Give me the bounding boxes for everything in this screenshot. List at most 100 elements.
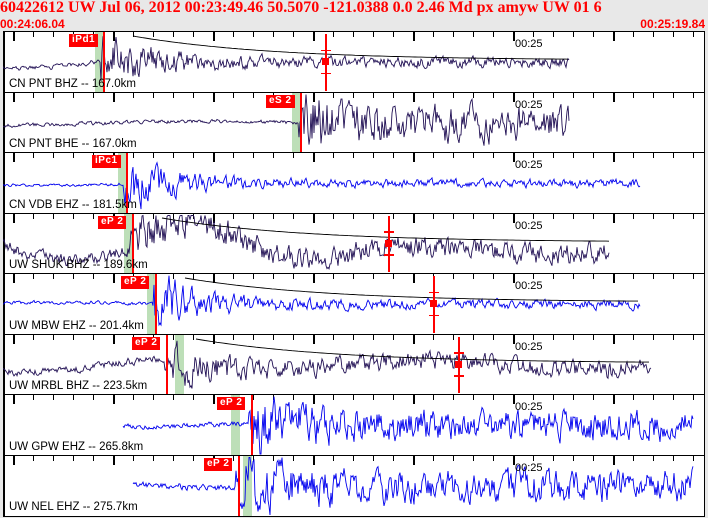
axis-minor-tick — [573, 153, 574, 158]
axis-minor-tick — [93, 395, 94, 400]
trace-panel[interactable]: eP 2 00:25 UW MRBL BHZ -- 223.5km — [3, 333, 705, 395]
phase-pick-line[interactable] — [132, 213, 134, 274]
time-axis-ticks — [3, 395, 705, 404]
phase-pick-line[interactable] — [155, 274, 157, 335]
axis-minor-tick — [653, 32, 654, 37]
axis-minor-tick — [453, 395, 454, 400]
axis-minor-tick — [593, 455, 594, 461]
axis-minor-tick — [293, 213, 294, 219]
amplitude-marker-box — [385, 239, 392, 247]
phase-pick-label[interactable]: eP 2 — [132, 336, 161, 350]
axis-major-tick — [513, 92, 515, 102]
trace-station-label: UW NEL EHZ -- 275.7km — [9, 501, 138, 513]
axis-minor-tick — [173, 455, 174, 461]
phase-pick-line[interactable] — [238, 455, 240, 516]
axis-major-tick — [13, 92, 15, 102]
axis-minor-tick — [33, 274, 34, 279]
axis-major-tick — [413, 32, 415, 41]
trace-station-label: UW SHUK BHZ -- 189.6km — [9, 259, 148, 271]
trace-panel[interactable]: iPd1 00:25 CN PNT BHZ -- 167.0km — [3, 31, 705, 93]
phase-pick-line[interactable] — [103, 32, 105, 93]
time-axis-label: 00:25 — [515, 340, 543, 353]
axis-minor-tick — [393, 334, 394, 340]
axis-minor-tick — [273, 32, 274, 37]
phase-pick-line[interactable] — [300, 92, 302, 153]
axis-minor-tick — [593, 32, 594, 37]
axis-major-tick — [313, 32, 315, 41]
axis-minor-tick — [293, 455, 294, 461]
trace-panel[interactable]: eP 2 00:25 UW MBW EHZ -- 201.4km — [3, 273, 705, 335]
panel-left-border — [3, 32, 5, 93]
axis-minor-tick — [533, 32, 534, 37]
axis-minor-tick — [373, 274, 374, 279]
axis-major-tick — [313, 455, 315, 465]
amplitude-marker-tick-bottom — [321, 72, 331, 75]
waveform-trace — [3, 214, 610, 270]
phase-pick-line[interactable] — [126, 153, 128, 214]
trace-panel-list: iPd1 00:25 CN PNT BHZ -- 167.0km eS 2 00:25 C… — [0, 31, 708, 518]
axis-minor-tick — [353, 92, 354, 98]
amplitude-marker[interactable] — [454, 336, 466, 393]
axis-minor-tick — [173, 213, 174, 219]
amplitude-marker[interactable] — [384, 215, 396, 272]
axis-minor-tick — [73, 213, 74, 219]
trace-panel[interactable]: eP 2 00:25 UW SHUK BHZ -- 189.6km — [3, 212, 705, 274]
amplitude-marker-tick-top — [384, 231, 394, 233]
amplitude-marker-tick-bottom — [429, 314, 439, 317]
panel-right-border — [703, 455, 705, 516]
phase-pick-line[interactable] — [166, 334, 168, 395]
phase-pick-label[interactable]: eP 2 — [121, 276, 150, 289]
axis-minor-tick — [493, 274, 494, 279]
axis-minor-tick — [253, 32, 254, 37]
trace-panel[interactable]: eS 2 00:25 CN PNT BHE -- 167.0km — [3, 91, 705, 153]
axis-minor-tick — [653, 153, 654, 158]
axis-minor-tick — [593, 92, 594, 98]
axis-minor-tick — [133, 455, 134, 461]
axis-major-tick — [613, 334, 615, 344]
amplitude-marker[interactable] — [321, 34, 333, 91]
coda-envelope-curve — [184, 277, 638, 302]
axis-major-tick — [313, 92, 315, 102]
axis-major-tick — [113, 334, 115, 344]
axis-minor-tick — [633, 153, 634, 158]
amplitude-marker-tick-top — [454, 352, 464, 354]
axis-minor-tick — [573, 395, 574, 400]
axis-minor-tick — [653, 92, 654, 98]
axis-minor-tick — [473, 274, 474, 279]
axis-major-tick — [313, 153, 315, 162]
time-axis-label: 00:25 — [515, 98, 543, 111]
axis-minor-tick — [133, 213, 134, 219]
axis-minor-tick — [93, 274, 94, 279]
trace-panel[interactable]: iPc1 00:25 CN VDB EHZ -- 181.5km — [3, 152, 705, 214]
phase-pick-label[interactable]: eP 2 — [217, 397, 246, 410]
trace-panel[interactable]: eP 2 00:25 UW GPW EHZ -- 265.8km — [3, 394, 705, 456]
axis-major-tick — [113, 92, 115, 102]
axis-major-tick — [113, 455, 115, 465]
axis-major-tick — [513, 455, 515, 465]
window-start-time: 00:24:06.04 — [0, 17, 65, 31]
phase-pick-label[interactable]: eS 2 — [266, 94, 295, 108]
axis-minor-tick — [353, 153, 354, 158]
axis-minor-tick — [573, 334, 574, 340]
axis-major-tick — [313, 395, 315, 404]
phase-pick-label[interactable]: eP 2 — [204, 457, 233, 471]
axis-major-tick — [613, 213, 615, 223]
axis-minor-tick — [333, 153, 334, 158]
phase-pick-label[interactable]: iPc1 — [92, 155, 121, 168]
axis-minor-tick — [233, 153, 234, 158]
axis-minor-tick — [333, 334, 334, 340]
pick-uncertainty-band — [243, 455, 252, 516]
axis-minor-tick — [653, 213, 654, 219]
axis-minor-tick — [453, 92, 454, 98]
axis-minor-tick — [693, 213, 694, 219]
amplitude-marker[interactable] — [429, 276, 441, 333]
phase-pick-line[interactable] — [251, 395, 253, 456]
axis-minor-tick — [333, 395, 334, 400]
phase-pick-label[interactable]: iPd1 — [69, 34, 99, 47]
axis-minor-tick — [293, 274, 294, 279]
axis-minor-tick — [253, 455, 254, 461]
phase-pick-label[interactable]: eP 2 — [98, 215, 127, 229]
trace-panel[interactable]: eP 2 00:25 UW NEL EHZ -- 275.7km — [3, 454, 705, 517]
axis-minor-tick — [533, 92, 534, 98]
